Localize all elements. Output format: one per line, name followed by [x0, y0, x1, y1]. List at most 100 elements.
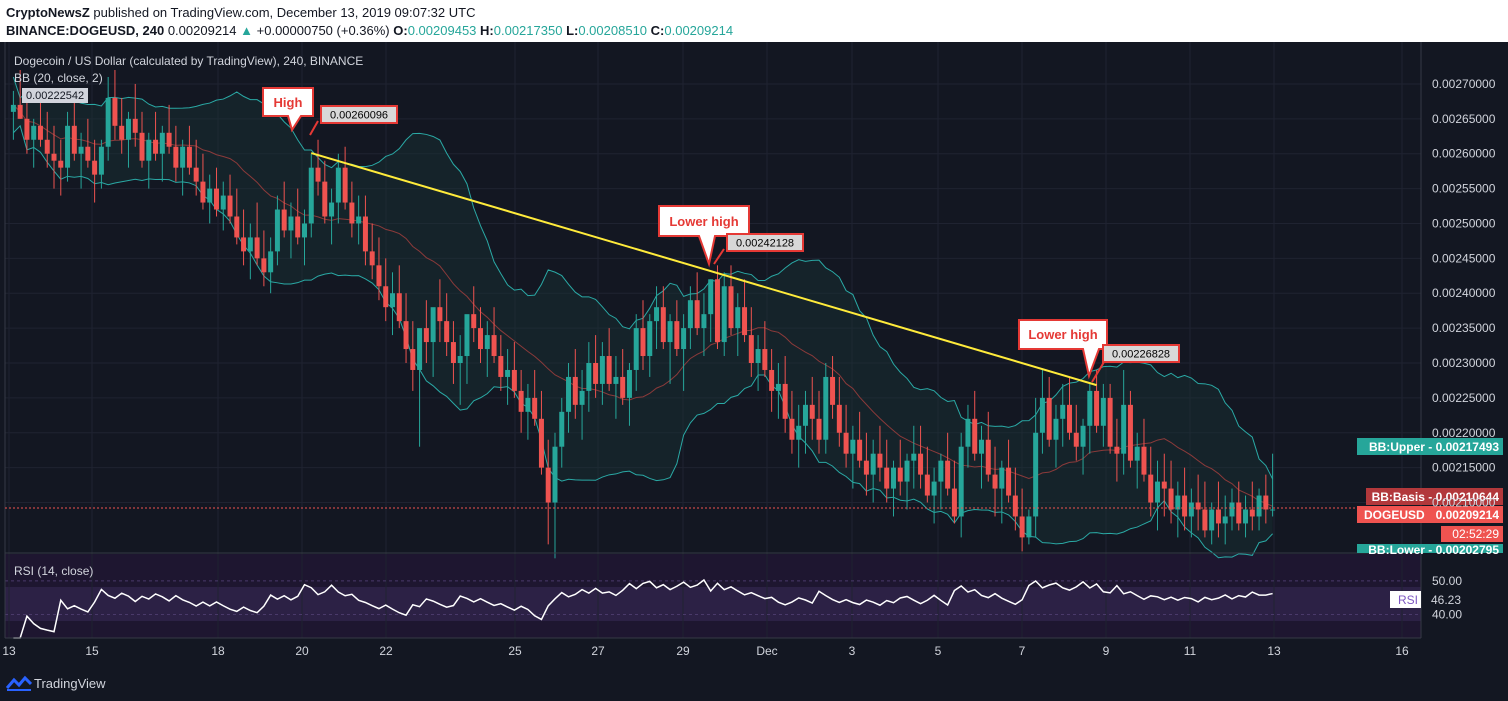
candle-body	[186, 146, 192, 168]
candle-body	[1114, 446, 1120, 454]
candle-body	[369, 251, 375, 266]
candle-body	[1161, 481, 1167, 489]
candle-body	[119, 125, 125, 140]
candle-body	[234, 216, 240, 238]
bb-legend-value: 0.00222542	[26, 90, 84, 102]
candle-body	[125, 118, 131, 140]
candle-body	[1134, 446, 1140, 461]
x-tick-label: 13	[1267, 644, 1281, 658]
x-tick-label: 16	[1395, 644, 1409, 658]
candle-body	[918, 453, 924, 475]
candle-body	[1155, 481, 1161, 503]
price-axis[interactable]: 0.00270000 0.00265000 0.00260000 0.00255000…	[1432, 77, 1496, 622]
candle-body	[559, 411, 565, 447]
trendline[interactable]	[310, 152, 1097, 387]
candle-body	[1249, 509, 1255, 517]
candle-body	[1182, 495, 1188, 517]
candle-body	[775, 383, 781, 391]
candle-body	[897, 467, 903, 482]
candle-body	[1229, 502, 1235, 517]
candle-body	[1100, 397, 1106, 426]
bb-basis-badge: BB:Basis - 0.00210644	[1372, 490, 1500, 504]
candle-body	[938, 460, 944, 482]
candle-body	[802, 404, 808, 426]
candle-body	[342, 167, 348, 203]
candle-body	[112, 97, 118, 126]
tradingview-brand[interactable]: TradingView	[34, 676, 106, 691]
published-text: published on TradingView.com, December 1…	[93, 5, 476, 20]
publisher-name[interactable]: CryptoNewsZ	[6, 5, 90, 20]
chart-title: Dogecoin / US Dollar (calculated by Trad…	[14, 54, 363, 68]
candle-body	[1073, 432, 1079, 447]
candle-body	[24, 118, 30, 140]
annotation-high-label: High	[274, 95, 303, 110]
candle-body	[613, 376, 619, 384]
candle-body	[647, 321, 653, 357]
candle-body	[762, 349, 768, 370]
candle-body	[538, 418, 544, 468]
x-tick-label: 7	[1019, 644, 1026, 658]
candle-body	[71, 125, 77, 154]
candle-body	[714, 279, 720, 343]
candle-body	[362, 216, 368, 252]
candle-body	[44, 139, 50, 154]
candle-body	[1202, 509, 1208, 531]
candle-body	[1006, 467, 1012, 496]
change-up-icon: ▲	[240, 23, 254, 38]
candle-body	[1012, 495, 1018, 517]
candle-body	[329, 202, 335, 217]
y-tick-label: 0.00225000	[1432, 391, 1496, 405]
candle-body	[965, 418, 971, 447]
annotation-lower-high-1-label: Lower high	[669, 214, 738, 229]
candle-body	[654, 307, 660, 322]
candle-body	[511, 369, 517, 391]
candle-body	[890, 467, 896, 489]
candle-body	[789, 418, 795, 440]
candle-body	[173, 146, 179, 168]
time-axis[interactable]: 13 15 18 20 22 25 27 29 Dec 3 5 7 9 11 13 16	[2, 644, 1409, 658]
candle-body	[1270, 509, 1276, 511]
bb-fill	[13, 76, 1273, 558]
candle-body	[207, 188, 213, 203]
candle-body	[498, 356, 504, 377]
candle-body	[958, 446, 964, 517]
candle-body	[748, 335, 754, 363]
countdown-badge: 02:52:29	[1452, 527, 1499, 541]
candle-body	[471, 314, 477, 329]
candle-body	[322, 181, 328, 217]
candle-body	[1039, 397, 1045, 433]
candle-body	[721, 286, 727, 343]
candle-body	[1209, 509, 1215, 531]
candle-body	[450, 342, 456, 363]
candle-body	[1121, 404, 1127, 454]
y-tick-label: 0.00235000	[1432, 321, 1496, 335]
annotation-high-value: 0.00260096	[330, 110, 388, 122]
candle-body	[1256, 495, 1262, 517]
x-tick-label: 5	[935, 644, 942, 658]
candlestick-chart[interactable]: Dogecoin / US Dollar (calculated by Trad…	[0, 42, 1508, 665]
candle-body	[1141, 446, 1147, 475]
bb-lower-badge: BB:Lower - 0.00202795	[1368, 543, 1499, 557]
candle-body	[816, 418, 822, 440]
candle-body	[288, 216, 294, 231]
candle-body	[213, 188, 219, 210]
candle-body	[1127, 404, 1133, 461]
candle-body	[552, 446, 558, 503]
candle-body	[1053, 418, 1059, 440]
candle-body	[755, 349, 761, 363]
candle-body	[978, 439, 984, 454]
candle-body	[586, 362, 592, 391]
price-badge: 0.00209214	[1436, 508, 1500, 522]
candle-body	[992, 474, 998, 489]
candle-body	[139, 132, 145, 161]
candle-body	[1175, 495, 1181, 510]
candle-body	[51, 153, 57, 161]
price-badges: BB:Upper - 0.00217493 BB:Basis - 0.00210…	[1357, 438, 1503, 608]
low-value: 0.00208510	[578, 23, 648, 38]
candle-body	[545, 467, 551, 503]
candle-body	[308, 167, 314, 224]
open-label: O:	[393, 23, 408, 38]
rsi-badge-label: RSI	[1398, 593, 1418, 607]
annotation-lower-high-2-value: 0.00226828	[1112, 349, 1170, 361]
candle-body	[268, 251, 274, 273]
